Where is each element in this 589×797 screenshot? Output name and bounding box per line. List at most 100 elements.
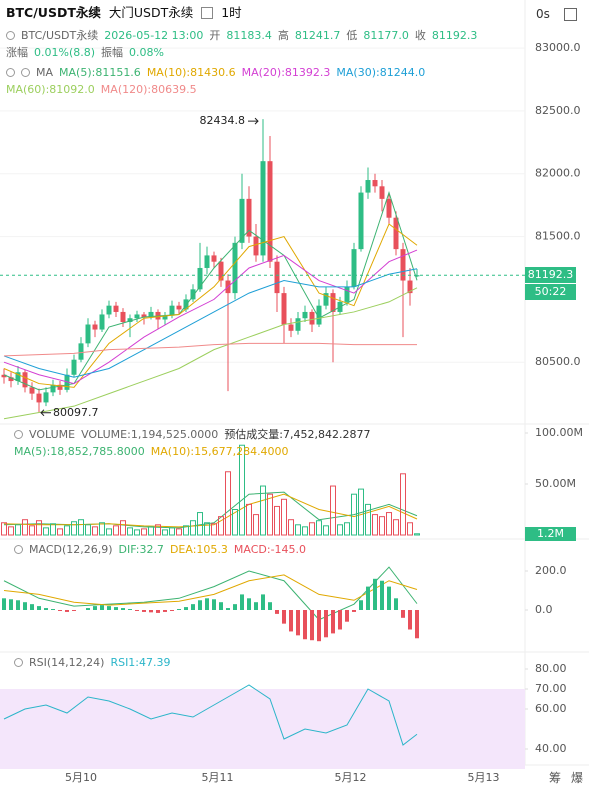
volume-bar	[197, 512, 203, 536]
candle-body	[141, 314, 147, 317]
candle-body	[120, 311, 126, 322]
eye-icon[interactable]	[6, 68, 15, 77]
volume-bar	[344, 522, 350, 536]
info-value: 81183.4	[226, 29, 272, 42]
indicator-line	[3, 566, 418, 621]
interval[interactable]: 1时	[221, 5, 242, 20]
arrow	[40, 409, 51, 417]
candle-body	[274, 261, 280, 294]
legend-item: MA(5):81151.6	[59, 66, 141, 79]
info-row: BTC/USDT永续 2026-05-12 13:00 开 81183.4 高 81241…	[6, 27, 477, 44]
alert-icon[interactable]	[21, 68, 30, 77]
volume-bar	[155, 524, 161, 536]
macd-bar	[352, 610, 356, 612]
candle-body	[127, 318, 133, 322]
symbol[interactable]: BTC/USDT永续	[6, 5, 101, 20]
candle-body	[386, 198, 392, 218]
legend-item: MA(60):81092.0	[6, 83, 95, 96]
info-value: 0.01%(8.8)	[34, 46, 96, 59]
candle-body	[134, 314, 140, 319]
info-row: 涨幅 0.01%(8.8) 振幅 0.08%	[6, 44, 164, 61]
macd-bar	[219, 602, 223, 610]
legend-title: VOLUME	[29, 428, 76, 441]
high-label: 82434.8	[200, 114, 246, 127]
candle-body	[36, 393, 42, 403]
y-tick-label: 50.00M	[535, 477, 576, 490]
macd-bar	[163, 610, 167, 612]
candle-body	[99, 314, 105, 330]
macd-bar	[233, 604, 237, 610]
indicator-line	[3, 223, 418, 388]
volume-bar	[127, 527, 133, 536]
candle-body	[15, 372, 21, 382]
macd-bar	[107, 606, 111, 610]
indicator-line	[3, 190, 418, 391]
candle-body	[71, 359, 77, 375]
eye-icon[interactable]	[6, 31, 15, 40]
macd-bar	[58, 610, 62, 611]
candle-body	[281, 293, 287, 325]
indicator-line	[3, 491, 418, 529]
candle-body	[43, 392, 49, 403]
macd-bar	[205, 598, 209, 610]
volume-bar	[85, 524, 91, 536]
macd-bar	[142, 610, 146, 612]
candle-body	[148, 311, 154, 317]
low-label: 80097.7	[53, 406, 99, 419]
candle-body	[239, 198, 245, 243]
legend-item: MA(10):81430.6	[146, 66, 236, 79]
macd-bar	[198, 600, 202, 610]
footer-icon: 爆	[571, 771, 584, 785]
candle-body	[295, 318, 301, 331]
candle-body	[344, 286, 350, 302]
macd-bar	[373, 578, 377, 610]
y-tick-label: 40.00	[535, 742, 567, 755]
macd-bar	[86, 608, 90, 610]
volume-bar	[148, 526, 154, 536]
macd-bar	[338, 610, 342, 630]
candle-body	[288, 324, 294, 331]
info-value: 2026-05-12 13:00	[104, 29, 204, 42]
macd-bar	[16, 600, 20, 610]
expand-icon[interactable]	[563, 8, 577, 21]
macd-bar	[37, 606, 41, 610]
candle-body	[330, 293, 336, 312]
eye-icon[interactable]	[14, 430, 23, 439]
pair-name[interactable]: 大门USDT永续	[108, 5, 194, 20]
macd-bar	[359, 600, 363, 610]
volume-bar	[288, 519, 294, 536]
x-tick-label: 5月11	[202, 771, 234, 784]
volume-bar	[330, 485, 336, 536]
info-value: 81241.7	[294, 29, 341, 42]
volume-bar	[365, 503, 371, 536]
footer-icon: 筹	[549, 771, 562, 785]
candle-body	[169, 305, 175, 316]
candle-body	[190, 289, 196, 300]
macd-bar	[415, 610, 419, 639]
macd-bar	[72, 610, 76, 611]
macd-bar	[317, 610, 321, 642]
candle-body	[57, 384, 63, 390]
macd-bar	[191, 604, 195, 610]
y-tick-label: 60.00	[535, 702, 567, 715]
volume-bar	[64, 525, 70, 536]
candle-body	[211, 255, 217, 262]
macd-bar	[394, 598, 398, 610]
eye-icon[interactable]	[14, 545, 23, 554]
candle-body	[50, 384, 56, 393]
y-tick-label: 83000.0	[535, 41, 581, 54]
volume-bar	[386, 512, 392, 536]
volume-bar	[302, 526, 308, 536]
volume-bar	[337, 524, 343, 536]
volume-bar	[323, 525, 329, 536]
macd-bar	[170, 610, 174, 611]
info-value: 81177.0	[363, 29, 409, 42]
candle-body	[204, 255, 210, 268]
legend-title: MACD(12,26,9)	[29, 543, 113, 556]
candle-body	[267, 161, 273, 262]
eye-icon[interactable]	[14, 658, 23, 667]
candle-body	[113, 305, 119, 312]
volume-bar	[218, 516, 224, 536]
edit-icon[interactable]	[201, 6, 214, 19]
timer: 0s	[536, 7, 550, 21]
